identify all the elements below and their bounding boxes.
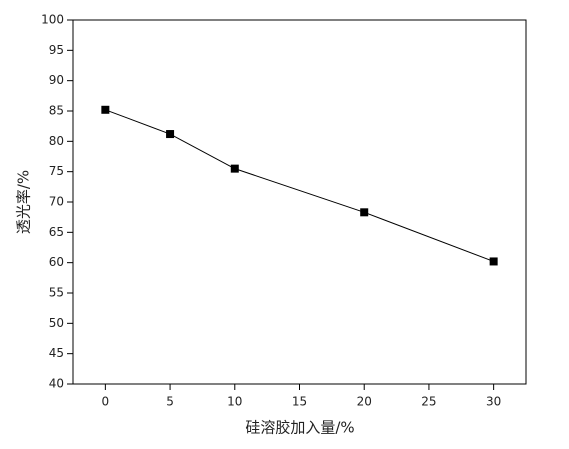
- y-tick-label: 90: [49, 73, 64, 87]
- y-tick-label: 65: [49, 225, 64, 239]
- y-tick-label: 85: [49, 104, 64, 118]
- y-tick-label: 60: [49, 255, 64, 269]
- y-tick-label: 50: [49, 316, 64, 330]
- y-tick-label: 40: [49, 377, 64, 391]
- marker: [101, 105, 110, 114]
- y-tick-label: 80: [49, 134, 64, 148]
- x-tick-label: 25: [421, 395, 436, 409]
- y-tick-label: 95: [49, 43, 64, 57]
- x-tick-label: 0: [102, 395, 110, 409]
- y-tick-label: 45: [49, 346, 64, 360]
- y-tick-label: 75: [49, 164, 64, 178]
- plot-frame: [72, 19, 527, 385]
- marker: [230, 164, 239, 173]
- x-tick-label: 30: [486, 395, 501, 409]
- x-tick-label: 10: [227, 395, 242, 409]
- y-tick-label: 100: [41, 13, 64, 27]
- marker: [166, 130, 175, 139]
- y-tick-label: 55: [49, 286, 64, 300]
- x-tick-label: 20: [357, 395, 372, 409]
- x-tick-label: 15: [292, 395, 307, 409]
- marker: [360, 208, 369, 217]
- x-tick-label: 5: [166, 395, 174, 409]
- line: [105, 109, 494, 262]
- x-axis-label: 硅溶胶加入量/%: [245, 419, 354, 437]
- marker: [489, 257, 498, 266]
- y-tick-label: 70: [49, 195, 64, 209]
- y-axis-label: 透光率/%: [15, 170, 33, 234]
